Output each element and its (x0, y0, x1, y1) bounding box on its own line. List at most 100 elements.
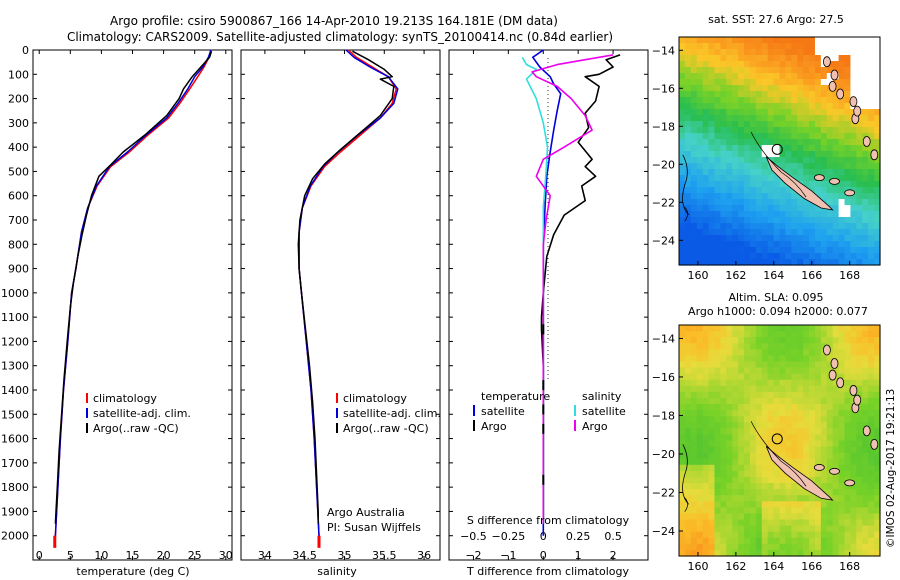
map-cell (761, 67, 769, 74)
map-cell (690, 115, 698, 122)
map-cell (868, 175, 875, 182)
map-cell (803, 127, 810, 134)
map-cell (844, 229, 852, 236)
map-cell (726, 470, 733, 478)
map-cell (809, 157, 816, 164)
map-cell (856, 331, 863, 338)
map-cell (702, 157, 710, 164)
map-cell (826, 519, 834, 527)
map-cell (702, 235, 710, 242)
map-cell (838, 476, 846, 484)
legend-s-argo: Argo (582, 420, 608, 433)
map-cell (690, 391, 698, 399)
map-cell (874, 235, 881, 242)
map-cell (803, 211, 810, 218)
map-cell (767, 169, 775, 176)
map-cell (856, 169, 863, 176)
map-cell (803, 217, 810, 224)
map-cell (838, 385, 846, 393)
map-cell (856, 91, 863, 98)
map-cell (732, 525, 739, 533)
map-cell (714, 440, 721, 448)
map-cell (844, 193, 852, 200)
map-cell (738, 361, 745, 369)
map-cell (803, 404, 810, 411)
map-cell (874, 543, 881, 551)
map-cell (755, 355, 763, 363)
map-cell (856, 404, 863, 411)
map-cell (814, 121, 822, 128)
map-cell (761, 416, 769, 423)
series-t-satellite (531, 49, 562, 536)
map-cell (809, 121, 816, 128)
map-cell (785, 79, 792, 86)
map-cell (738, 391, 745, 399)
map-cell (767, 513, 775, 521)
map-cell (755, 253, 763, 260)
map-cell (844, 343, 852, 350)
map-cell (749, 145, 757, 152)
map-cell (738, 85, 745, 92)
map-cell (726, 253, 733, 260)
map-cell (874, 391, 881, 399)
map-cell (696, 97, 704, 104)
map-cell (856, 241, 863, 248)
map-cell (738, 169, 745, 176)
map-cell (714, 489, 721, 496)
map-cell (738, 121, 745, 128)
map-cell (803, 549, 810, 557)
map-cell (744, 373, 751, 381)
map-cell (856, 73, 863, 80)
salinity-series (297, 49, 399, 548)
map-cell (749, 337, 757, 344)
map-cell (862, 446, 869, 454)
map-cell (702, 404, 710, 411)
map-cell (785, 157, 792, 164)
map-cell (732, 235, 739, 242)
map-cell (844, 61, 852, 68)
map-cell (714, 446, 721, 454)
map-cell (868, 349, 875, 356)
map-cell (773, 109, 781, 116)
loyalty-island (829, 177, 840, 185)
map-cell (826, 49, 834, 56)
map-cell (773, 205, 781, 212)
vanuatu-island (849, 96, 858, 107)
map-cell (803, 464, 810, 472)
map-cell (791, 410, 798, 417)
map-cell (826, 55, 834, 62)
map-cell (720, 67, 727, 74)
map-cell (696, 349, 704, 356)
map-cell (779, 452, 787, 460)
map-cell (785, 217, 792, 224)
map-cell (755, 470, 763, 478)
map-cell (844, 495, 852, 502)
map-cell (732, 543, 739, 551)
map-cell (862, 253, 869, 260)
map-cell (684, 79, 692, 86)
map-cell (862, 343, 869, 350)
map-cell (856, 199, 863, 206)
lon-tick-label: 162 (725, 269, 746, 282)
map-cell (862, 145, 869, 152)
vanuatu-island (830, 358, 839, 369)
map-cell (874, 549, 881, 557)
map-cell (714, 355, 721, 363)
map-cell (744, 91, 751, 98)
map-cell (720, 458, 727, 466)
map-cell (744, 416, 751, 423)
map-cell (720, 223, 727, 230)
map-cell (832, 121, 840, 128)
map-cell (868, 458, 875, 466)
map-cell (744, 67, 751, 74)
map-cell (838, 537, 846, 545)
map-cell (779, 385, 787, 393)
map-cell (714, 121, 721, 128)
map-cell (838, 103, 846, 110)
map-cell (773, 367, 781, 375)
map-cell (708, 121, 716, 128)
map-cell (844, 85, 852, 92)
map-cell (809, 495, 816, 502)
map-cell (814, 247, 822, 254)
map-cell (791, 519, 798, 527)
